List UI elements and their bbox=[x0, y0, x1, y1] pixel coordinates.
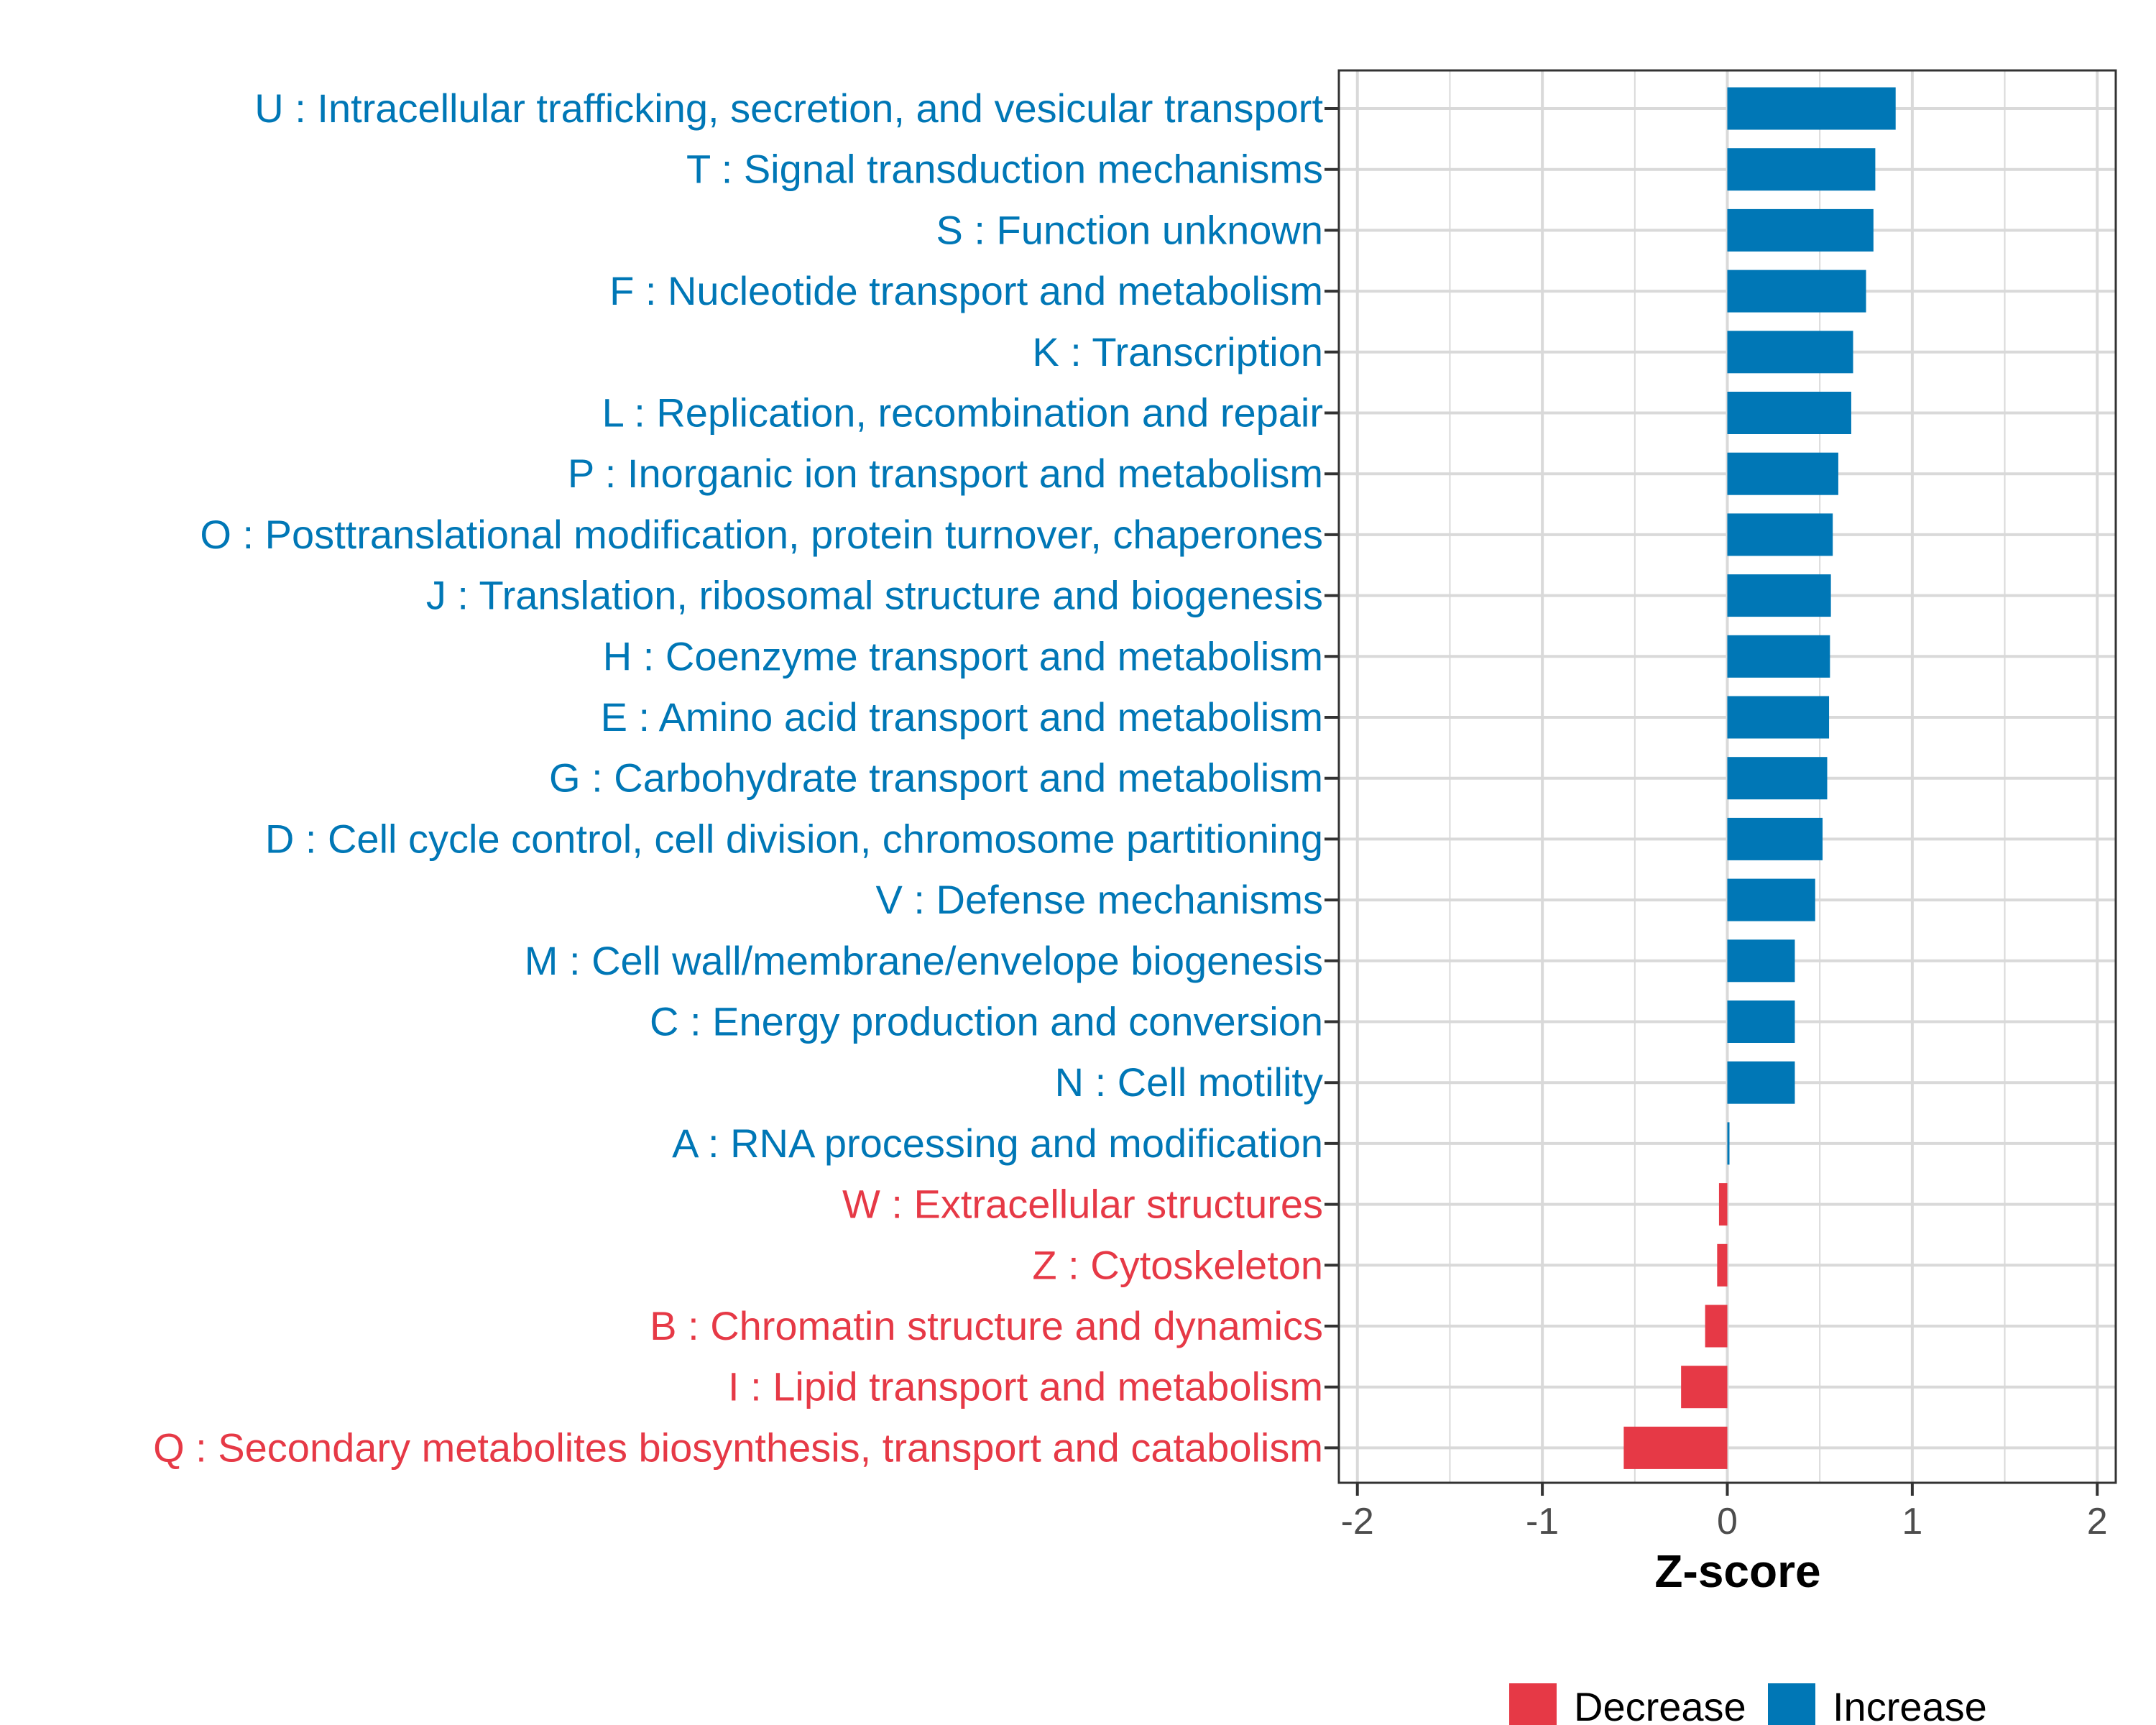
x-axis-title: Z-score bbox=[1654, 1545, 1820, 1597]
bar-u bbox=[1727, 87, 1896, 130]
bar-d bbox=[1727, 817, 1823, 860]
bar-z bbox=[1717, 1243, 1728, 1287]
y-axis-ticks bbox=[1325, 107, 1339, 1450]
y-axis-category-labels: U : Intracellular trafficking, secretion… bbox=[153, 86, 1323, 1470]
category-label: O : Posttranslational modification, prot… bbox=[200, 512, 1323, 557]
category-label: L : Replication, recombination and repai… bbox=[602, 390, 1323, 436]
bars bbox=[1623, 87, 1896, 1469]
bar-f bbox=[1727, 270, 1866, 313]
bar-q bbox=[1623, 1426, 1728, 1469]
bar-h bbox=[1727, 635, 1830, 678]
bar-m bbox=[1727, 939, 1795, 983]
bar-p bbox=[1727, 452, 1838, 495]
category-label: K : Transcription bbox=[1032, 329, 1323, 374]
category-label: D : Cell cycle control, cell division, c… bbox=[265, 816, 1323, 861]
category-label: B : Chromatin structure and dynamics bbox=[650, 1303, 1323, 1348]
category-label: Z : Cytoskeleton bbox=[1032, 1242, 1323, 1287]
category-label: A : RNA processing and modification bbox=[672, 1121, 1323, 1166]
category-label: C : Energy production and conversion bbox=[650, 999, 1323, 1044]
legend-label-increase: Increase bbox=[1833, 1684, 1987, 1725]
category-label: N : Cell motility bbox=[1055, 1059, 1323, 1105]
category-label: M : Cell wall/membrane/envelope biogenes… bbox=[525, 938, 1323, 983]
x-tick-label: -1 bbox=[1526, 1501, 1559, 1542]
bar-n bbox=[1727, 1061, 1795, 1104]
category-label: V : Defense mechanisms bbox=[876, 877, 1323, 922]
category-label: W : Extracellular structures bbox=[842, 1182, 1323, 1227]
bar-b bbox=[1705, 1305, 1728, 1348]
category-label: H : Coenzyme transport and metabolism bbox=[603, 633, 1323, 678]
bar-s bbox=[1727, 208, 1874, 252]
category-label: J : Translation, ribosomal structure and… bbox=[426, 573, 1323, 618]
category-label: T : Signal transduction mechanisms bbox=[686, 147, 1323, 192]
bar-w bbox=[1718, 1183, 1728, 1226]
category-label: G : Carbohydrate transport and metabolis… bbox=[549, 755, 1323, 801]
bar-a bbox=[1727, 1122, 1730, 1165]
category-label: S : Function unknown bbox=[936, 207, 1323, 252]
bar-e bbox=[1727, 696, 1830, 739]
bar-v bbox=[1727, 878, 1815, 921]
legend-label-decrease: Decrease bbox=[1574, 1684, 1746, 1725]
bar-t bbox=[1727, 148, 1876, 191]
bar-l bbox=[1727, 392, 1851, 434]
x-tick-label: 0 bbox=[1717, 1501, 1738, 1542]
bar-j bbox=[1727, 574, 1831, 617]
category-label: Q : Secondary metabolites biosynthesis, … bbox=[153, 1425, 1323, 1470]
x-tick-label: 1 bbox=[1902, 1501, 1922, 1542]
category-label: I : Lipid transport and metabolism bbox=[728, 1364, 1323, 1409]
bar-c bbox=[1727, 1000, 1795, 1043]
category-label: P : Inorganic ion transport and metaboli… bbox=[568, 451, 1323, 496]
bar-i bbox=[1681, 1366, 1728, 1409]
legend-swatch-decrease bbox=[1509, 1683, 1557, 1725]
bar-k bbox=[1727, 331, 1853, 374]
category-label: E : Amino acid transport and metabolism bbox=[601, 694, 1323, 740]
category-label: F : Nucleotide transport and metabolism bbox=[609, 268, 1323, 313]
x-tick-label: 2 bbox=[2087, 1501, 2108, 1542]
x-tick-label: -2 bbox=[1341, 1501, 1374, 1542]
x-axis-ticks: -2 -1 0 1 2 bbox=[1341, 1483, 2108, 1542]
bar-g bbox=[1727, 757, 1828, 800]
bar-o bbox=[1727, 513, 1833, 556]
legend-swatch-increase bbox=[1768, 1683, 1815, 1725]
legend: Decrease Increase bbox=[1509, 1683, 1987, 1725]
category-label: U : Intracellular trafficking, secretion… bbox=[254, 86, 1323, 131]
